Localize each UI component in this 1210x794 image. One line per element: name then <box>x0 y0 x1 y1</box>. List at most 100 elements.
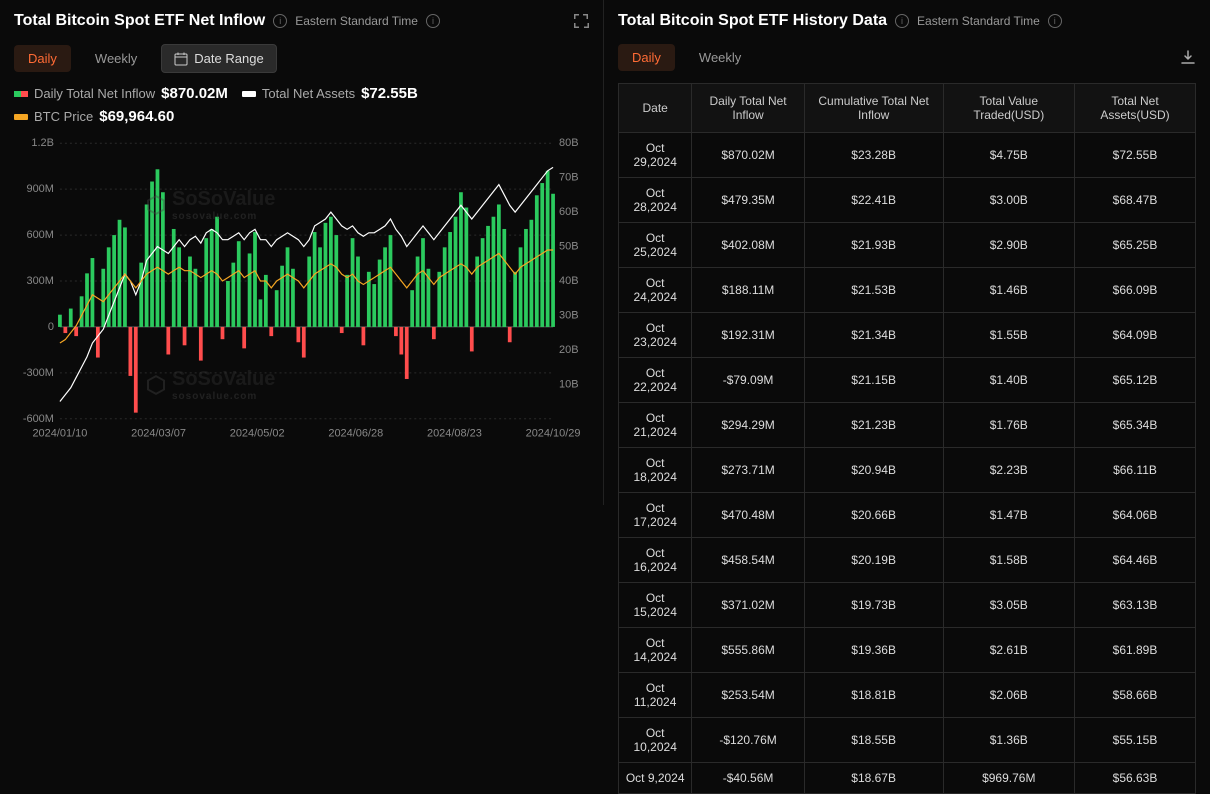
table-column-header[interactable]: Date <box>619 84 692 133</box>
table-cell: $870.02M <box>692 133 804 178</box>
table-row[interactable]: Oct 16,2024$458.54M$20.19B$1.58B$64.46B <box>619 538 1196 583</box>
svg-text:2024/01/10: 2024/01/10 <box>32 428 87 440</box>
table-cell: $273.71M <box>692 448 804 493</box>
tab-weekly[interactable]: Weekly <box>685 44 755 71</box>
table-row[interactable]: Oct 17,2024$470.48M$20.66B$1.47B$64.06B <box>619 493 1196 538</box>
legend-btc-price: BTC Price $69,964.60 <box>14 108 174 125</box>
combo-chart: 1.2B900M600M300M0-300M-600M80B70B60B50B4… <box>14 133 589 443</box>
table-row[interactable]: Oct 25,2024$402.08M$21.93B$2.90B$65.25B <box>619 223 1196 268</box>
table-cell: -$40.56M <box>692 763 804 794</box>
table-cell: $1.46B <box>943 268 1074 313</box>
fullscreen-icon[interactable] <box>573 13 589 29</box>
table-cell: $4.75B <box>943 133 1074 178</box>
table-column-header[interactable]: Cumulative Total Net Inflow <box>804 84 943 133</box>
table-cell: $2.90B <box>943 223 1074 268</box>
info-icon[interactable]: i <box>273 14 287 28</box>
tab-weekly[interactable]: Weekly <box>81 45 151 72</box>
svg-text:300M: 300M <box>26 275 53 287</box>
table-row[interactable]: Oct 28,2024$479.35M$22.41B$3.00B$68.47B <box>619 178 1196 223</box>
svg-text:2024/03/07: 2024/03/07 <box>131 428 186 440</box>
info-icon[interactable]: i <box>895 14 909 28</box>
table-cell: Oct 17,2024 <box>619 493 692 538</box>
chart-timezone: Eastern Standard Time <box>295 14 418 28</box>
chart-area: SoSoValuesosovalue.com SoSoValuesosovalu… <box>14 133 589 443</box>
table-cell: $64.46B <box>1075 538 1196 583</box>
table-cell: $65.12B <box>1075 358 1196 403</box>
table-row[interactable]: Oct 23,2024$192.31M$21.34B$1.55B$64.09B <box>619 313 1196 358</box>
table-row[interactable]: Oct 15,2024$371.02M$19.73B$3.05B$63.13B <box>619 583 1196 628</box>
chart-title: Total Bitcoin Spot ETF Net Inflow <box>14 12 265 30</box>
table-cell: Oct 16,2024 <box>619 538 692 583</box>
legend-value: $870.02M <box>161 85 228 102</box>
table-timezone: Eastern Standard Time <box>917 14 1040 28</box>
table-cell: $253.54M <box>692 673 804 718</box>
table-cell: $21.34B <box>804 313 943 358</box>
table-cell: $3.00B <box>943 178 1074 223</box>
calendar-icon <box>174 52 188 66</box>
table-row[interactable]: Oct 11,2024$253.54M$18.81B$2.06B$58.66B <box>619 673 1196 718</box>
legend-swatch <box>14 114 28 120</box>
svg-text:2024/10/29: 2024/10/29 <box>526 428 581 440</box>
legend-net-assets: Total Net Assets $72.55B <box>242 85 418 102</box>
table-row[interactable]: Oct 29,2024$870.02M$23.28B$4.75B$72.55B <box>619 133 1196 178</box>
table-cell: $2.23B <box>943 448 1074 493</box>
table-cell: $55.15B <box>1075 718 1196 763</box>
table-cell: $458.54M <box>692 538 804 583</box>
table-cell: $23.28B <box>804 133 943 178</box>
table-cell: $65.34B <box>1075 403 1196 448</box>
table-cell: $19.73B <box>804 583 943 628</box>
table-cell: Oct 28,2024 <box>619 178 692 223</box>
legend-label: Total Net Assets <box>262 86 355 101</box>
table-cell: $18.55B <box>804 718 943 763</box>
legend-value: $69,964.60 <box>99 108 174 125</box>
table-column-header[interactable]: Daily Total Net Inflow <box>692 84 804 133</box>
chart-title-row: Total Bitcoin Spot ETF Net Inflow i East… <box>14 12 589 30</box>
svg-text:2024/08/23: 2024/08/23 <box>427 428 482 440</box>
svg-text:-300M: -300M <box>23 367 54 379</box>
table-row[interactable]: Oct 24,2024$188.11M$21.53B$1.46B$66.09B <box>619 268 1196 313</box>
svg-text:2024/06/28: 2024/06/28 <box>328 428 383 440</box>
table-cell: $58.66B <box>1075 673 1196 718</box>
legend-value: $72.55B <box>361 85 418 102</box>
table-row[interactable]: Oct 9,2024-$40.56M$18.67B$969.76M$56.63B <box>619 763 1196 794</box>
info-icon[interactable]: i <box>426 14 440 28</box>
table-cell: $371.02M <box>692 583 804 628</box>
table-cell: $1.76B <box>943 403 1074 448</box>
table-cell: Oct 10,2024 <box>619 718 692 763</box>
table-cell: $64.09B <box>1075 313 1196 358</box>
history-table: DateDaily Total Net InflowCumulative Tot… <box>618 83 1196 794</box>
table-column-header[interactable]: Total Value Traded(USD) <box>943 84 1074 133</box>
table-cell: $20.94B <box>804 448 943 493</box>
table-cell: $65.25B <box>1075 223 1196 268</box>
table-row[interactable]: Oct 10,2024-$120.76M$18.55B$1.36B$55.15B <box>619 718 1196 763</box>
table-cell: $18.67B <box>804 763 943 794</box>
table-title: Total Bitcoin Spot ETF History Data <box>618 12 887 30</box>
table-row[interactable]: Oct 14,2024$555.86M$19.36B$2.61B$61.89B <box>619 628 1196 673</box>
table-cell: $22.41B <box>804 178 943 223</box>
chart-panel: Total Bitcoin Spot ETF Net Inflow i East… <box>0 0 604 505</box>
table-cell: $66.09B <box>1075 268 1196 313</box>
table-cell: $66.11B <box>1075 448 1196 493</box>
table-row[interactable]: Oct 21,2024$294.29M$21.23B$1.76B$65.34B <box>619 403 1196 448</box>
table-row[interactable]: Oct 18,2024$273.71M$20.94B$2.23B$66.11B <box>619 448 1196 493</box>
table-cell: $1.55B <box>943 313 1074 358</box>
legend-label: Daily Total Net Inflow <box>34 86 155 101</box>
svg-text:-600M: -600M <box>23 413 54 425</box>
table-wrap: DateDaily Total Net InflowCumulative Tot… <box>618 83 1196 794</box>
legend-row-1: Daily Total Net Inflow $870.02M Total Ne… <box>14 85 589 102</box>
tab-daily[interactable]: Daily <box>14 45 71 72</box>
table-cell: $3.05B <box>943 583 1074 628</box>
table-cell: Oct 23,2024 <box>619 313 692 358</box>
download-icon[interactable] <box>1180 50 1196 66</box>
table-cell: $1.36B <box>943 718 1074 763</box>
table-row[interactable]: Oct 22,2024-$79.09M$21.15B$1.40B$65.12B <box>619 358 1196 403</box>
info-icon[interactable]: i <box>1048 14 1062 28</box>
table-cell: $21.23B <box>804 403 943 448</box>
legend-swatch <box>242 91 256 97</box>
table-column-header[interactable]: Total Net Assets(USD) <box>1075 84 1196 133</box>
legend-swatch-dual <box>14 91 28 97</box>
date-range-button[interactable]: Date Range <box>161 44 276 73</box>
table-panel: Total Bitcoin Spot ETF History Data i Ea… <box>604 0 1210 505</box>
tab-daily[interactable]: Daily <box>618 44 675 71</box>
svg-text:0: 0 <box>48 321 54 333</box>
